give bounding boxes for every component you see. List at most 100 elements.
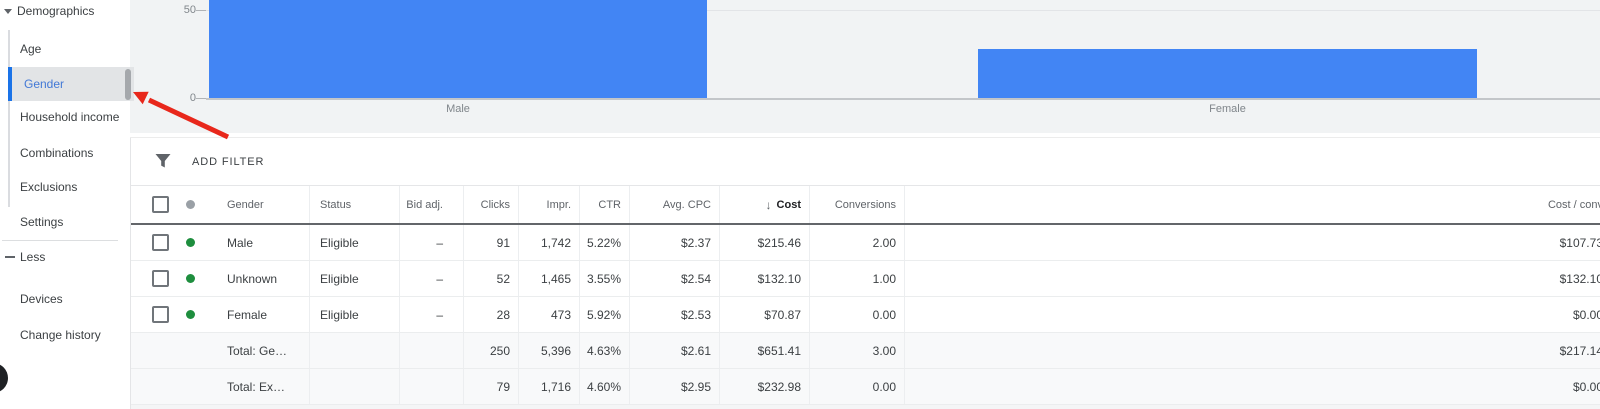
cell-conversions: 0.00 bbox=[809, 297, 904, 332]
cell-value: 5.22% bbox=[586, 235, 621, 250]
cell-value: – bbox=[436, 271, 443, 286]
row-checkbox[interactable] bbox=[151, 234, 169, 251]
add-filter-button[interactable]: ADD FILTER bbox=[192, 156, 265, 168]
sidebar-collapse-less[interactable]: Less bbox=[0, 240, 130, 274]
column-header-bid-adj[interactable]: Bid adj. bbox=[399, 186, 463, 223]
cell-value: 4.60% bbox=[586, 379, 621, 394]
cell-cost_per_conv: $0.00 bbox=[904, 297, 1600, 332]
cell-impr: 1,742 bbox=[518, 225, 579, 260]
sidebar-item-label: Age bbox=[20, 42, 42, 56]
column-header-label: Cost bbox=[776, 198, 801, 211]
feedback-fab-button[interactable] bbox=[0, 363, 8, 393]
column-header-cost[interactable]: ↓ Cost bbox=[719, 186, 809, 223]
cell-avg_cpc: $2.53 bbox=[629, 297, 719, 332]
cell-value: 250 bbox=[489, 343, 510, 358]
sidebar-item-age[interactable]: Age bbox=[0, 32, 130, 66]
cell-impr: 1,465 bbox=[518, 261, 579, 296]
sidebar-item-label: Settings bbox=[20, 215, 64, 229]
cell-clicks: 91 bbox=[463, 225, 518, 260]
cell-status bbox=[309, 333, 399, 368]
sidebar-item-settings[interactable]: Settings bbox=[0, 205, 130, 239]
caret-down-icon bbox=[4, 9, 12, 14]
row-select-cell bbox=[131, 261, 177, 296]
select-all-checkbox-cell bbox=[131, 186, 177, 223]
cell-value: 1,465 bbox=[540, 271, 571, 286]
column-header-label: Bid adj. bbox=[406, 198, 443, 211]
cell-value: $651.41 bbox=[757, 343, 801, 358]
column-header-gender[interactable]: Gender bbox=[211, 186, 309, 223]
filter-funnel-icon bbox=[155, 154, 171, 168]
cell-bid_adj: – bbox=[399, 297, 463, 332]
cell-impr: 5,396 bbox=[518, 333, 579, 368]
column-header-conversions[interactable]: Conversions bbox=[809, 186, 904, 223]
cell-cost: $232.98 bbox=[719, 369, 809, 404]
cell-ctr: 4.63% bbox=[579, 333, 629, 368]
column-header-label: Cost / conv bbox=[1547, 198, 1600, 211]
sidebar-item-household-income[interactable]: Household income bbox=[0, 100, 130, 134]
cell-gender: Total: Ge… bbox=[211, 333, 309, 368]
sidebar-item-gender[interactable]: Gender bbox=[8, 67, 134, 101]
cell-value: – bbox=[436, 235, 443, 250]
cell-value: $232.98 bbox=[757, 379, 801, 394]
cell-value: $132.10 bbox=[1559, 271, 1600, 286]
cell-cost_per_conv: $0.00 bbox=[904, 369, 1600, 404]
cell-value: Total: Ge… bbox=[227, 343, 288, 358]
column-header-avg-cpc[interactable]: Avg. CPC bbox=[629, 186, 719, 223]
cell-value: 52 bbox=[496, 271, 510, 286]
table-row-female: Female Eligible – 28 473 5.92% $2.53 $70.87 0.00… bbox=[131, 297, 1600, 333]
y-axis-tick bbox=[196, 98, 206, 99]
cell-conversions: 0.00 bbox=[809, 369, 904, 404]
sidebar-item-label: Gender bbox=[24, 77, 65, 91]
sidebar-item-change-history[interactable]: Change history bbox=[0, 318, 130, 352]
sidebar-item-exclusions[interactable]: Exclusions bbox=[0, 170, 130, 204]
column-header-impr[interactable]: Impr. bbox=[518, 186, 579, 223]
sidebar-item-label: Change history bbox=[20, 328, 101, 342]
cell-gender: Male bbox=[211, 225, 309, 260]
row-checkbox[interactable] bbox=[151, 270, 169, 287]
minus-icon bbox=[5, 256, 15, 258]
cell-value: Female bbox=[227, 307, 268, 322]
column-header-ctr[interactable]: CTR bbox=[579, 186, 629, 223]
cell-value: 91 bbox=[496, 235, 510, 250]
cell-impr: 473 bbox=[518, 297, 579, 332]
sidebar-item-devices[interactable]: Devices bbox=[0, 282, 130, 316]
cell-cost_per_conv: $107.73 bbox=[904, 225, 1600, 260]
cell-clicks: 28 bbox=[463, 297, 518, 332]
cell-gender: Total: Ex… bbox=[211, 369, 309, 404]
cell-value: Eligible bbox=[320, 307, 359, 322]
column-header-cost-conv[interactable]: Cost / conv bbox=[904, 186, 1600, 223]
column-header-status[interactable]: Status bbox=[309, 186, 399, 223]
select-all-checkbox[interactable] bbox=[151, 196, 169, 213]
cell-status: Eligible bbox=[309, 261, 399, 296]
statistics-card: ADD FILTER Gender Status Bid adj. Clicks Imp… bbox=[130, 138, 1600, 409]
cell-value: 1.00 bbox=[872, 271, 896, 286]
sidebar-scrollbar-thumb[interactable] bbox=[125, 69, 131, 100]
column-header-label: Status bbox=[320, 198, 352, 211]
row-checkbox[interactable] bbox=[151, 306, 169, 323]
sidebar-item-combinations[interactable]: Combinations bbox=[0, 136, 130, 170]
cell-value: $2.61 bbox=[680, 343, 711, 358]
column-header-label: Avg. CPC bbox=[662, 198, 711, 211]
column-header-clicks[interactable]: Clicks bbox=[463, 186, 518, 223]
sidebar-section-label: Demographics bbox=[17, 4, 95, 18]
status-dot-green-icon bbox=[185, 310, 195, 319]
cell-value: $2.53 bbox=[680, 307, 711, 322]
cell-value: Male bbox=[227, 235, 254, 250]
cell-value: $215.46 bbox=[757, 235, 801, 250]
table-header-row: Gender Status Bid adj. Clicks Impr. CTR Avg. C… bbox=[131, 186, 1600, 225]
row-select-cell bbox=[131, 333, 177, 368]
row-select-cell bbox=[131, 297, 177, 332]
cell-value: $2.95 bbox=[680, 379, 711, 394]
cell-ctr: 4.60% bbox=[579, 369, 629, 404]
bar-male bbox=[209, 0, 707, 98]
cell-avg_cpc: $2.95 bbox=[629, 369, 719, 404]
column-header-label: Gender bbox=[227, 198, 264, 211]
table-row-unknown: Unknown Eligible – 52 1,465 3.55% $2.54 $132.10… bbox=[131, 261, 1600, 297]
cell-value: 3.00 bbox=[872, 343, 896, 358]
cell-value: Eligible bbox=[320, 235, 359, 250]
row-status-dot-cell bbox=[177, 225, 211, 260]
cell-value: 0.00 bbox=[872, 379, 896, 394]
cell-bid_adj: – bbox=[399, 261, 463, 296]
less-label: Less bbox=[20, 250, 46, 264]
